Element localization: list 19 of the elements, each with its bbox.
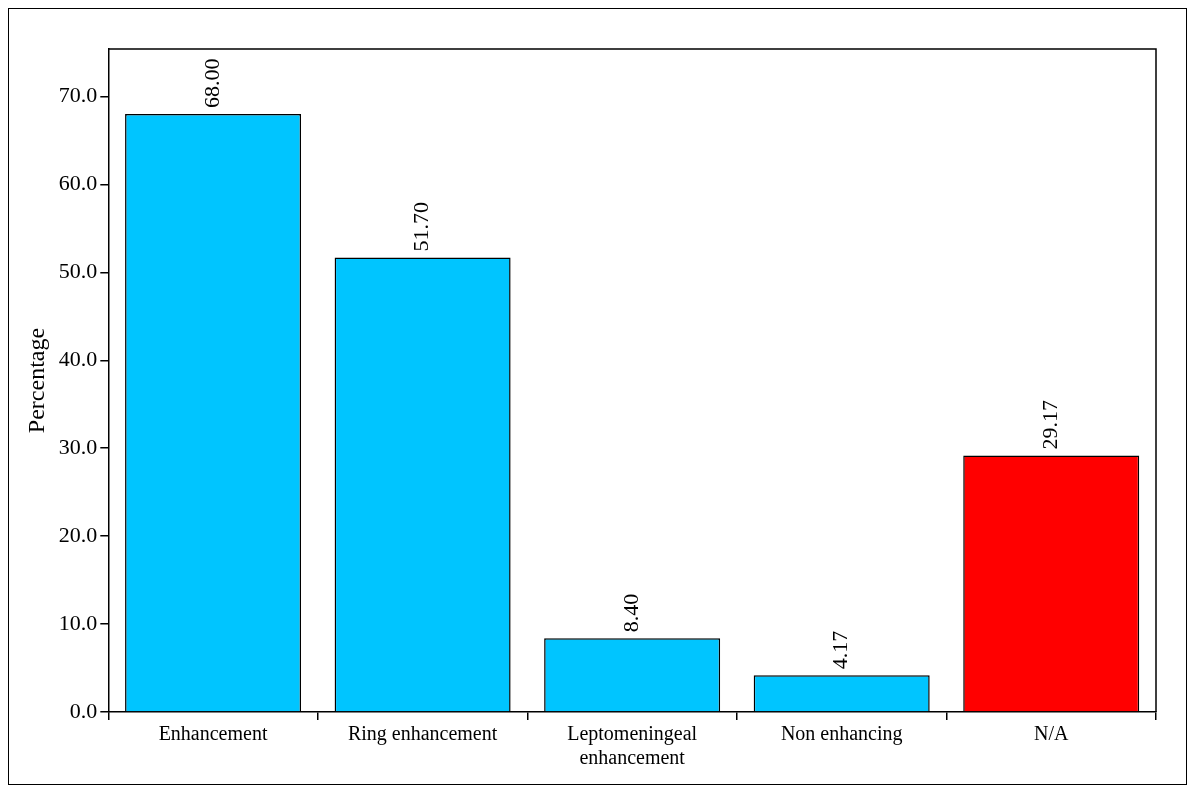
data-label: 4.17 bbox=[827, 630, 853, 670]
y-tick-label: 50.0 bbox=[58, 258, 98, 284]
y-tick-label: 70.0 bbox=[58, 82, 98, 108]
y-tick-label: 60.0 bbox=[58, 170, 98, 196]
y-tick-label: 30.0 bbox=[58, 433, 98, 459]
data-label: 68.00 bbox=[198, 58, 224, 109]
data-label: 8.40 bbox=[617, 593, 643, 633]
y-axis-title: Percentage bbox=[22, 327, 49, 434]
x-tick-label: Enhancement bbox=[158, 722, 268, 745]
y-tick-label: 20.0 bbox=[58, 521, 98, 547]
x-tick-label: N/A bbox=[1034, 722, 1069, 745]
x-tick-label: Leptomeningeal enhancement bbox=[567, 722, 698, 769]
x-tick-label: Non enhancing bbox=[780, 722, 903, 746]
y-tick-label: 10.0 bbox=[58, 609, 98, 635]
x-tick-label: Ring enhancement bbox=[347, 722, 498, 746]
y-tick-label: 40.0 bbox=[58, 346, 98, 372]
y-tick-label: 0.0 bbox=[69, 697, 98, 723]
data-label: 51.70 bbox=[408, 201, 434, 252]
data-label: 29.17 bbox=[1037, 400, 1063, 450]
